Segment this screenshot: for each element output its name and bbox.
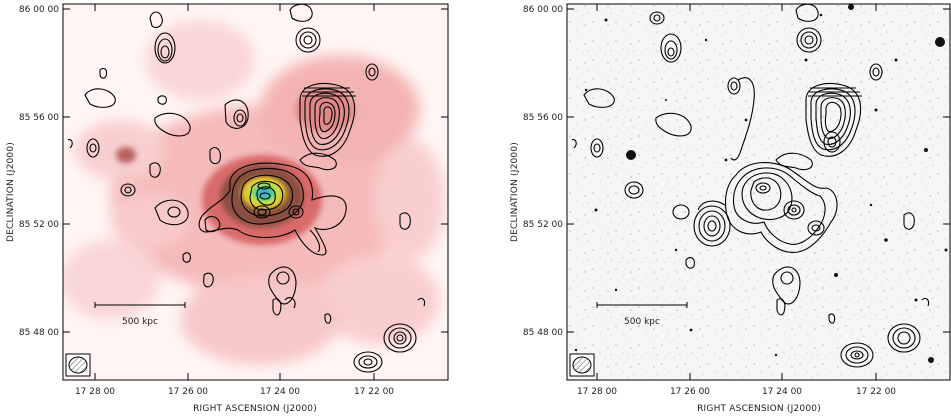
scale-bar <box>94 302 186 308</box>
left-panel-xray-radio: 86 00 00 85 56 00 85 52 00 85 48 00 17 2… <box>0 0 475 416</box>
y-tick-label: 85 52 00 <box>523 220 563 230</box>
left-figure: 86 00 00 85 56 00 85 52 00 85 48 00 17 2… <box>6 3 449 414</box>
axis-ticks <box>567 4 950 380</box>
right-panel-optical-radio: 86 00 00 85 56 00 85 52 00 85 48 00 17 2… <box>476 0 951 416</box>
x-axis-title: RIGHT ASCENSION (J2000) <box>697 404 821 414</box>
stars <box>574 4 948 363</box>
xray-image <box>63 4 448 380</box>
y-tick-label: 86 00 00 <box>19 5 59 15</box>
x-tick-label: 17 24 00 <box>762 387 802 397</box>
plot-frame <box>62 3 449 381</box>
y-tick-label: 86 00 00 <box>523 5 563 15</box>
contour-source-north-east <box>299 82 356 157</box>
x-tick-label: 17 24 00 <box>260 387 300 397</box>
y-axis-title: DECLINATION (J2000) <box>6 142 16 242</box>
x-tick-label: 17 22 00 <box>354 387 394 397</box>
x-axis-title: RIGHT ASCENSION (J2000) <box>193 404 317 414</box>
radio-contours <box>67 4 426 373</box>
radio-contours <box>571 4 930 368</box>
y-axis-title: DECLINATION (J2000) <box>510 142 520 242</box>
x-tick-label: 17 26 00 <box>168 387 208 397</box>
beam-marker <box>569 353 595 377</box>
x-tick-label: 17 28 00 <box>75 387 115 397</box>
axis-ticks <box>63 4 448 380</box>
x-tick-label: 17 22 00 <box>856 387 896 397</box>
plot-frame <box>566 3 951 381</box>
right-figure: 86 00 00 85 56 00 85 52 00 85 48 00 17 2… <box>510 3 951 414</box>
scale-bar-label: 500 kpc <box>122 317 158 327</box>
contour-small-sources <box>67 4 426 373</box>
beam-marker <box>65 353 91 377</box>
y-tick-label: 85 56 00 <box>523 113 563 123</box>
scale-bar-label: 500 kpc <box>624 317 660 327</box>
contour-small-sources <box>571 4 930 368</box>
y-tick-label: 85 48 00 <box>523 328 563 338</box>
contour-central-cluster <box>198 152 347 256</box>
x-tick-label: 17 26 00 <box>670 387 710 397</box>
x-tick-label: 17 28 00 <box>577 387 617 397</box>
contour-source-north-east <box>805 82 862 157</box>
y-tick-label: 85 56 00 <box>19 113 59 123</box>
y-tick-label: 85 48 00 <box>19 328 59 338</box>
contour-west-source <box>693 200 731 247</box>
scale-bar <box>596 302 688 308</box>
y-tick-label: 85 52 00 <box>19 220 59 230</box>
